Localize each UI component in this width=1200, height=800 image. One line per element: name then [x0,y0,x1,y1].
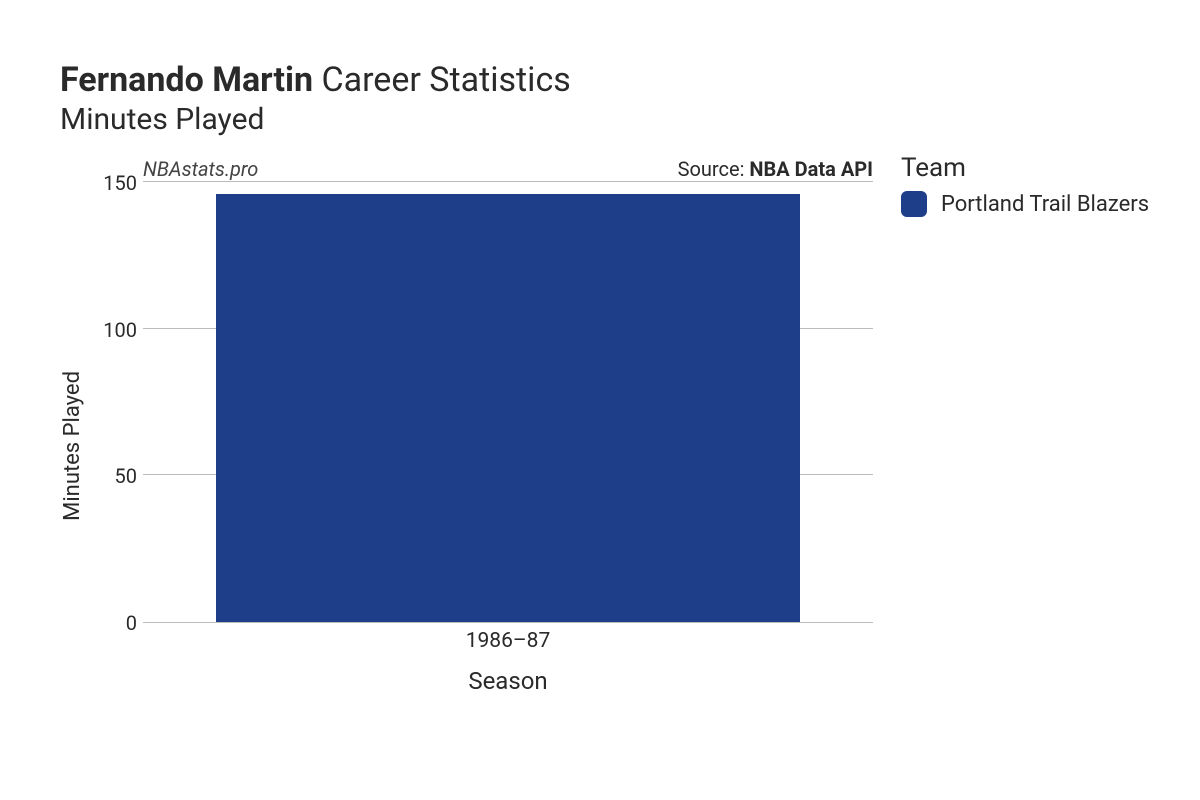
y-axis-label: Minutes Played [60,371,85,521]
legend: Team Portland Trail Blazers [901,153,1149,217]
legend-title: Team [901,153,1149,183]
y-axis-ticks: 050100150 [93,183,143,623]
chart-subtitle: Minutes Played [60,102,1160,137]
x-axis-ticks: 1986–87 [143,623,873,653]
y-tick-label: 50 [115,464,137,488]
x-axis-label: Season [143,667,873,695]
y-tick-label: 150 [103,171,137,195]
source-prefix: Source: [678,157,750,181]
gridline [143,181,873,182]
title-block: Fernando Martin Career Statistics Minute… [60,60,1160,137]
legend-items: Portland Trail Blazers [901,191,1149,217]
title-rest: Career Statistics [313,60,571,100]
plot-column: NBAstats.pro Source: NBA Data API 0 50 100… [93,157,873,695]
plot-area [143,183,873,623]
y-tick-label: 0 [126,611,137,635]
plot-wrap: 050100150 [93,183,873,623]
chart-container: Fernando Martin Career Statistics Minute… [0,0,1200,800]
watermark-text: NBAstats.pro [143,157,258,181]
chart-row: Minutes Played NBAstats.pro Source: NBA … [60,157,1160,695]
top-annotations: NBAstats.pro Source: NBA Data API [143,157,873,181]
player-name: Fernando Martin [60,60,313,100]
legend-swatch [901,191,927,217]
legend-label: Portland Trail Blazers [941,192,1149,217]
chart-title: Fernando Martin Career Statistics [60,60,1160,100]
source-name: NBA Data API [749,157,873,181]
legend-item: Portland Trail Blazers [901,191,1149,217]
y-tick-label: 100 [103,318,137,342]
bar [216,194,800,622]
source-text: Source: NBA Data API [678,157,873,181]
x-tick-label: 1986–87 [466,629,551,653]
